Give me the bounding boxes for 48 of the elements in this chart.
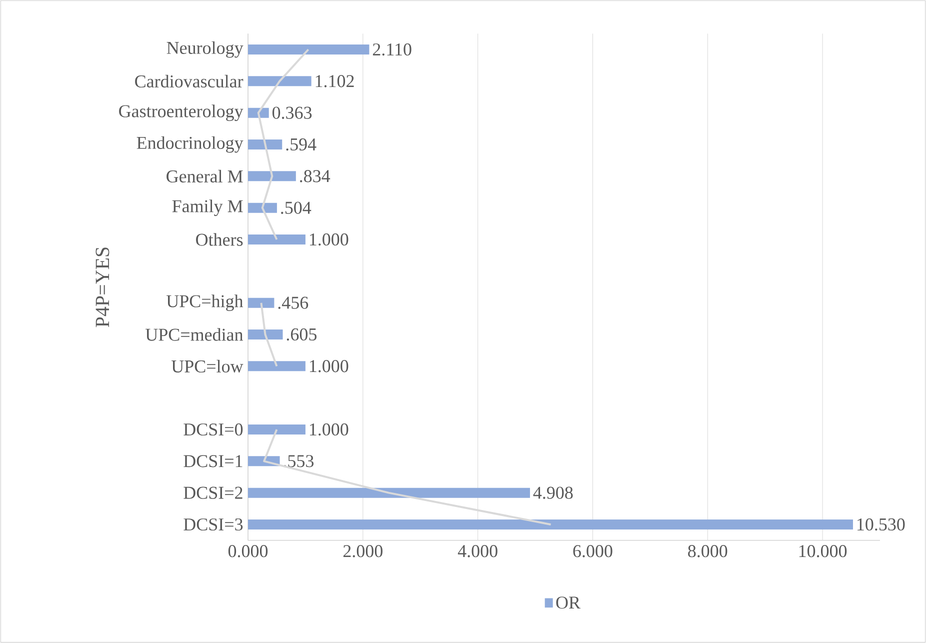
bar (248, 361, 306, 372)
bar (248, 140, 282, 150)
bar (248, 171, 296, 182)
x-tick-label: 8.000 (688, 545, 728, 558)
data-label: 1.102 (316, 75, 354, 88)
legend-label: OR (556, 596, 580, 609)
bar (248, 424, 306, 434)
data-label: 1.000 (310, 233, 348, 246)
y-tick-label: Family M (172, 200, 243, 216)
data-label: 10.530 (858, 518, 905, 531)
x-tick-label: 2.000 (343, 545, 382, 558)
data-label: .834 (300, 170, 330, 182)
data-label: 2.110 (372, 43, 412, 56)
data-label: 0.363 (272, 106, 312, 119)
bar (248, 519, 853, 530)
data-label: 1.000 (310, 423, 348, 436)
y-tick-label: Endocrinology (136, 136, 244, 153)
y-axis-title: P4P=YES (96, 248, 110, 328)
bar (248, 298, 274, 308)
data-label: .553 (284, 455, 314, 468)
data-label: 4.908 (533, 486, 573, 499)
y-tick-label: DCSI=3 (184, 518, 243, 531)
x-tick-label: 10.000 (799, 545, 847, 558)
y-tick-label: Others (196, 233, 243, 246)
bar (248, 330, 283, 340)
y-tick-label: Neurology (166, 41, 244, 58)
y-tick-label: Gastroenterology (119, 104, 244, 122)
x-tick-label: 0.000 (228, 545, 268, 558)
bar (248, 76, 312, 86)
bar (248, 488, 530, 498)
y-tick-label: DCSI=1 (184, 455, 242, 468)
y-tick-label: DCSI=0 (184, 423, 243, 436)
data-label: 1.000 (310, 360, 348, 372)
y-tick-label: DCSI=2 (184, 486, 242, 499)
y-tick-label: UPC=low (172, 360, 244, 372)
x-tick-label: 6.000 (573, 545, 612, 558)
bar (248, 44, 370, 55)
data-label: .456 (278, 296, 308, 309)
data-label: .594 (286, 138, 316, 151)
y-tick-label: General M (166, 170, 243, 182)
bar (248, 202, 277, 213)
y-tick-label: UPC=median (146, 328, 244, 341)
y-tick-label: UPC=high (166, 294, 244, 312)
data-label: .504 (281, 202, 312, 214)
data-label: .605 (286, 328, 316, 341)
bar (248, 234, 306, 244)
y-tick-label: Cardiovascular (135, 74, 244, 88)
x-tick-label: 4.000 (458, 545, 498, 558)
